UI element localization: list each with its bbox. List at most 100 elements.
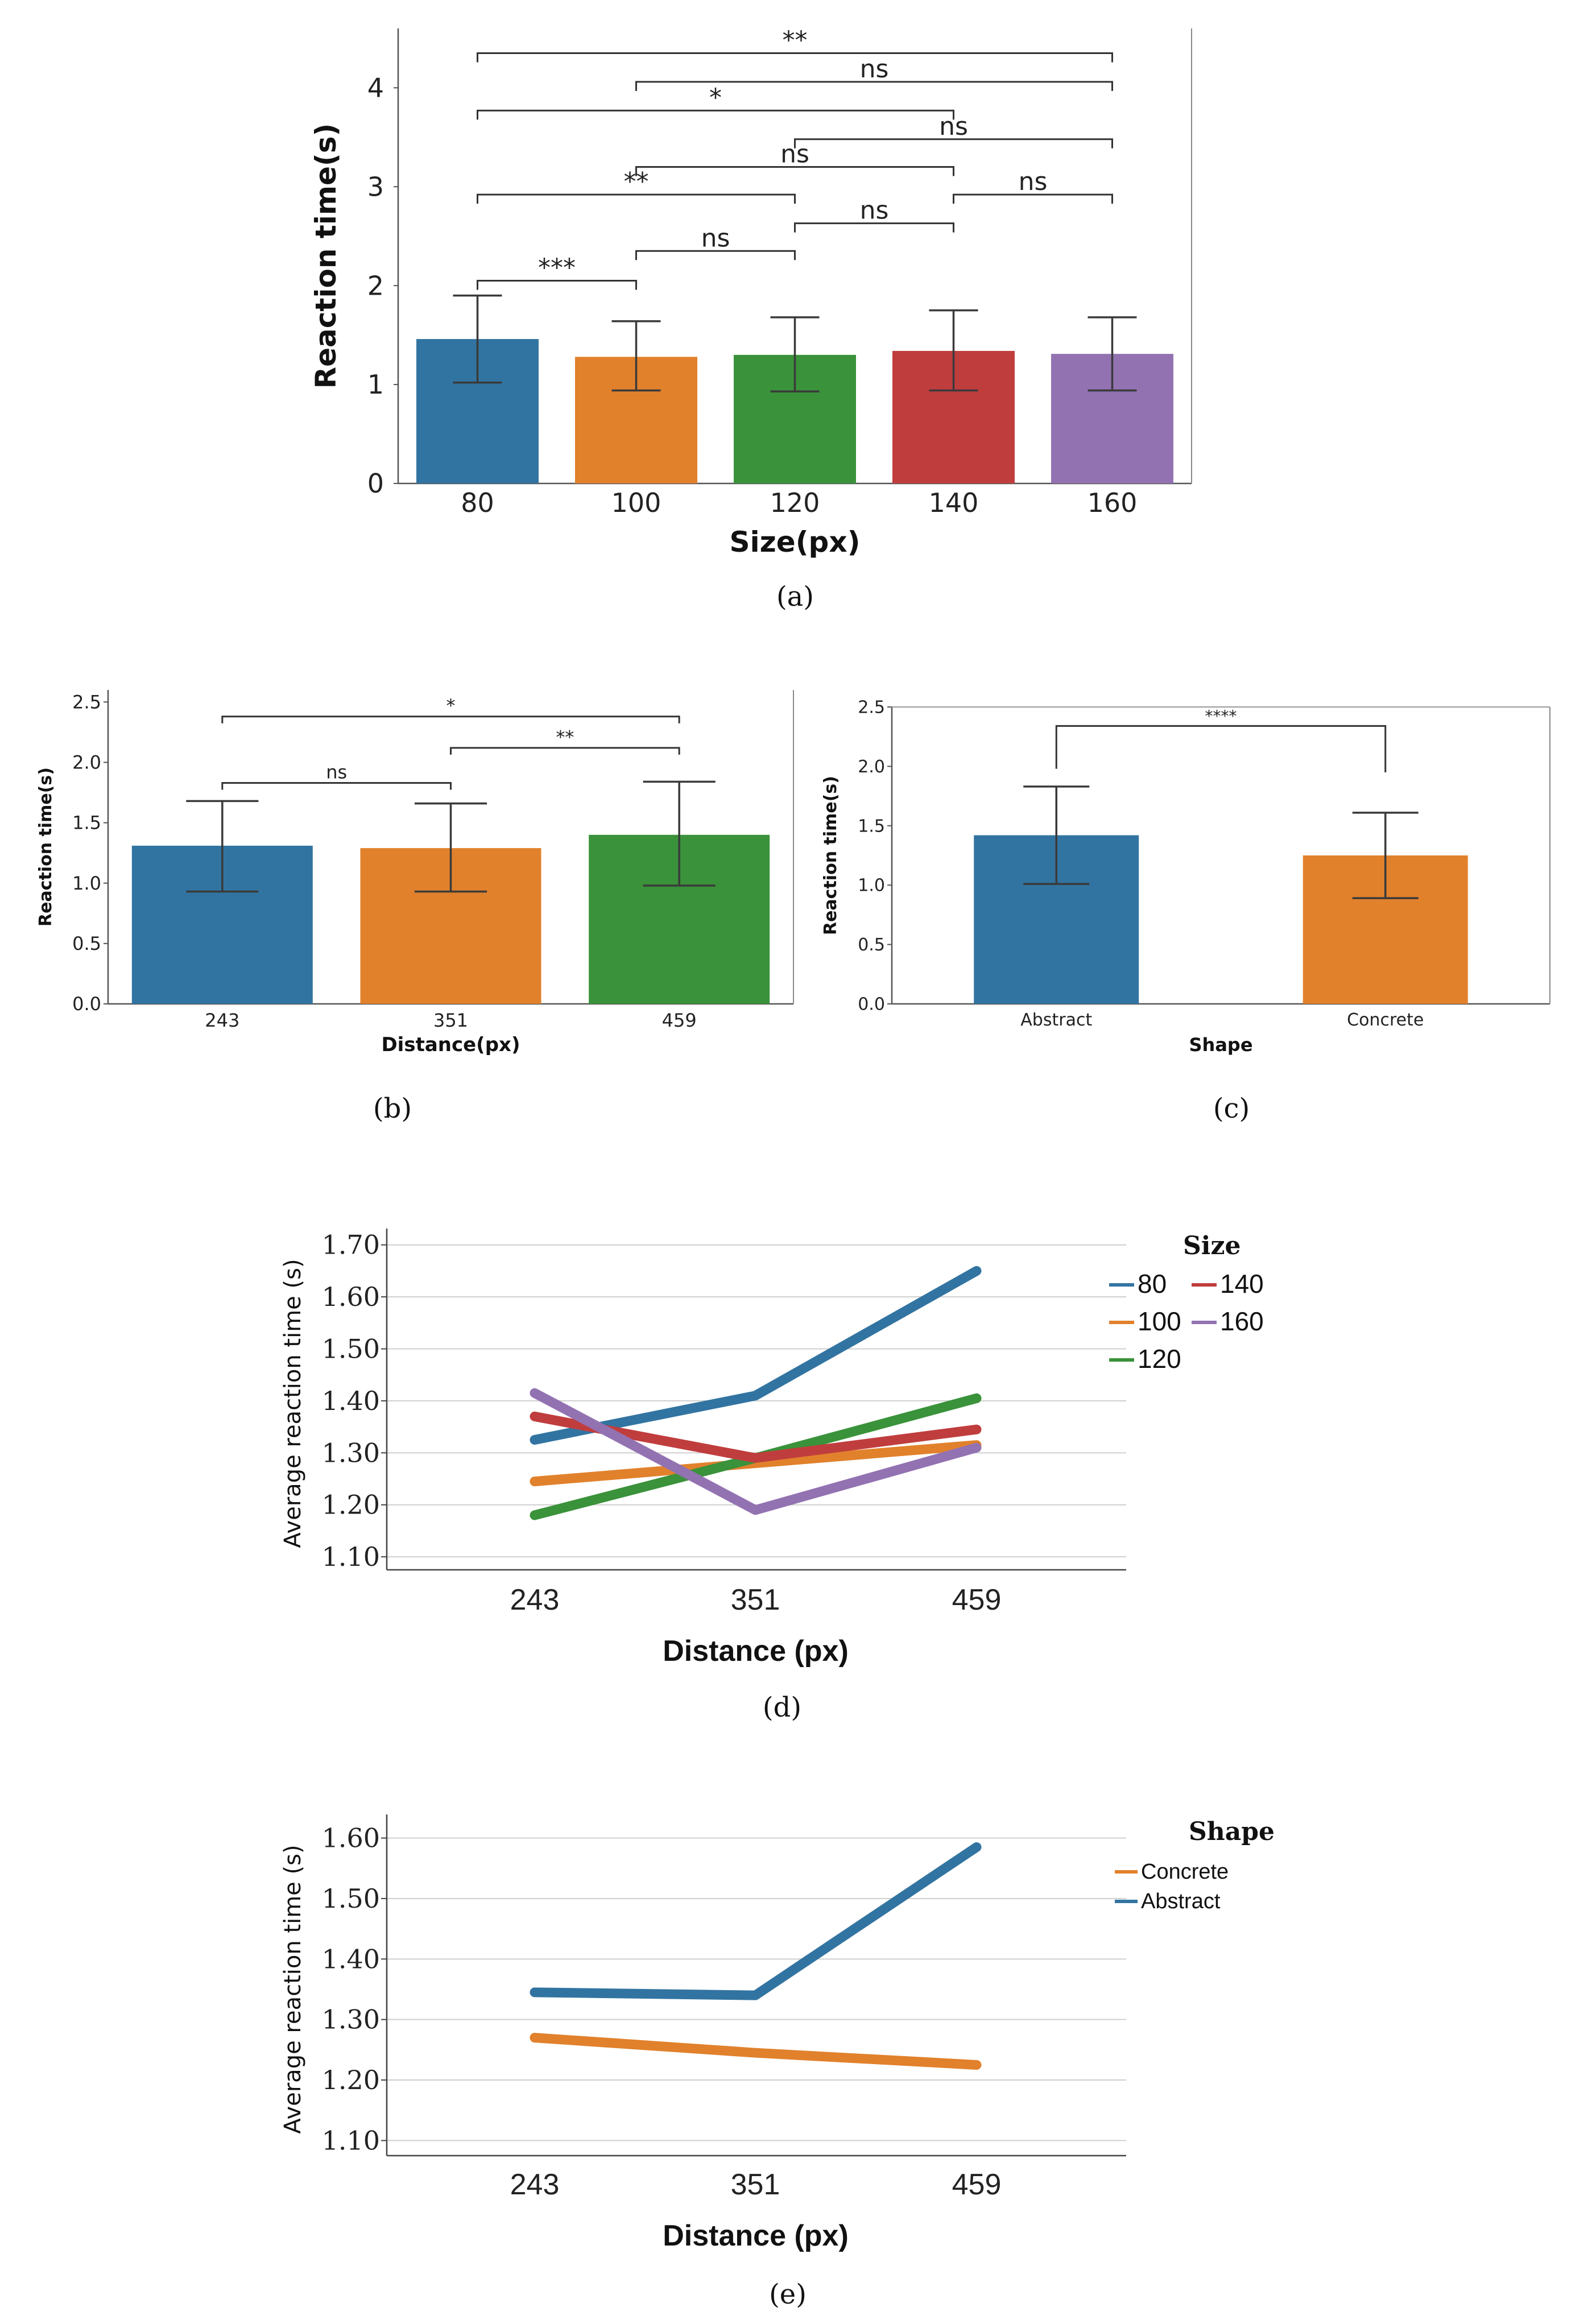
series-line-160 <box>530 1388 982 1515</box>
y-tick-label: 0.0 <box>858 995 885 1015</box>
significance-bracket <box>450 747 680 755</box>
x-tick-label: Abstract <box>1020 1010 1092 1030</box>
significance-label: * <box>446 695 456 717</box>
x-tick-label: 80 <box>461 487 494 518</box>
x-tick-label: 243 <box>510 1583 560 1616</box>
series-line-Abstract <box>530 1842 982 2000</box>
y-tick-label: 1.60 <box>322 1281 380 1312</box>
x-tick-label: 160 <box>1087 487 1138 518</box>
x-axis-label: Distance (px) <box>663 2219 849 2252</box>
y-axis-label: Reaction time(s) <box>36 767 56 927</box>
y-tick-label: 1.30 <box>322 2004 380 2035</box>
x-axis-label: Distance (px) <box>663 1635 849 1668</box>
y-tick-label: 1.60 <box>322 1823 380 1854</box>
significance-label: **** <box>1205 706 1237 725</box>
x-tick-label: 459 <box>952 1583 1002 1616</box>
legend-item: 100 <box>1138 1306 1181 1336</box>
y-tick-label: 1 <box>367 369 384 400</box>
x-tick-label: Concrete <box>1347 1010 1424 1030</box>
significance-label: ns <box>860 196 889 225</box>
series-line-80 <box>530 1266 982 1445</box>
panel-label: (b) <box>373 1093 412 1124</box>
y-tick-label: 1.70 <box>322 1230 380 1260</box>
y-tick-label: 1.30 <box>322 1437 380 1468</box>
x-axis-label: Shape <box>1189 1034 1252 1056</box>
y-tick-label: 0.0 <box>72 993 101 1015</box>
significance-bracket <box>477 279 637 290</box>
y-tick-label: 1.10 <box>322 1541 380 1572</box>
chart-c: 0.0 0.5 1.0 1.5 2.0 2.5 Abstract Concrete **** Sh… <box>821 698 1550 1124</box>
significance-bracket <box>635 81 1113 91</box>
legend: Size 80 100 120 140 160 <box>1109 1231 1264 1374</box>
significance-bracket <box>477 52 1113 63</box>
legend: Shape Concrete Abstract <box>1115 1817 1275 1913</box>
y-tick-label: 2 <box>367 270 384 301</box>
y-tick-label: 1.0 <box>72 872 101 894</box>
y-tick-label: 1.40 <box>322 1386 380 1416</box>
y-tick-label: 1.50 <box>322 1334 380 1364</box>
x-tick-label: 140 <box>929 487 979 518</box>
y-tick-label: 2.0 <box>858 757 885 777</box>
chart-d: 1.10 1.20 1.30 1.40 1.50 1.60 1.70 243 351 459 Dis… <box>280 1229 1264 1723</box>
legend-item: 140 <box>1220 1269 1264 1299</box>
y-tick-label: 2.5 <box>858 698 885 718</box>
panel-label: (d) <box>763 1692 801 1723</box>
x-tick-label: 243 <box>510 2168 560 2201</box>
panel-label: (a) <box>776 581 814 613</box>
x-tick-label: 459 <box>662 1010 697 1031</box>
legend-item: Abstract <box>1141 1889 1221 1913</box>
significance-label: ** <box>556 726 574 748</box>
x-axis-label: Size(px) <box>730 526 861 559</box>
significance-bracket <box>221 716 680 723</box>
y-tick-label: 0.5 <box>72 933 101 954</box>
significance-bracket <box>1055 725 1387 772</box>
significance-bracket <box>477 109 954 120</box>
legend-title: Shape <box>1189 1817 1275 1846</box>
x-tick-label: 351 <box>731 2168 780 2201</box>
panel-label: (c) <box>1213 1093 1250 1124</box>
x-tick-label: 351 <box>731 1583 780 1616</box>
y-tick-label: 1.10 <box>322 2125 380 2156</box>
x-tick-label: 351 <box>433 1010 468 1031</box>
y-axis-label: Average reaction time (s) <box>280 1259 306 1548</box>
y-tick-label: 4 <box>367 72 384 103</box>
legend-title: Size <box>1183 1231 1240 1260</box>
legend-item: Concrete <box>1141 1860 1229 1884</box>
y-tick-label: 1.20 <box>322 2065 380 2095</box>
significance-bracket <box>794 222 954 233</box>
significance-label: * <box>709 83 722 112</box>
significance-bracket <box>794 138 1113 148</box>
y-tick-label: 3 <box>367 171 384 202</box>
y-tick-label: 1.0 <box>858 876 885 896</box>
y-tick-label: 1.5 <box>858 816 885 836</box>
y-axis-label: Average reaction time (s) <box>280 1845 306 2133</box>
y-tick-label: 0 <box>367 468 384 499</box>
y-tick-label: 1.40 <box>322 1943 380 1974</box>
significance-bracket <box>221 781 452 790</box>
significance-label: ns <box>1019 167 1048 196</box>
y-axis-label: Reaction time(s) <box>309 123 342 389</box>
y-tick-label: 2.5 <box>72 691 101 713</box>
significance-bracket <box>635 166 954 176</box>
y-tick-label: 2.0 <box>72 752 101 774</box>
x-axis-label: Distance(px) <box>381 1033 520 1056</box>
panel-label: (e) <box>769 2278 807 2310</box>
y-tick-label: 1.20 <box>322 1490 380 1520</box>
significance-bracket <box>635 250 796 260</box>
legend-item: 80 <box>1138 1269 1167 1299</box>
significance-label: ns <box>701 224 730 253</box>
significance-bracket <box>953 193 1113 204</box>
y-axis-label: Reaction time(s) <box>821 776 841 935</box>
x-tick-label: 243 <box>205 1010 239 1031</box>
series-line-100 <box>530 1440 982 1487</box>
x-tick-label: 120 <box>770 487 820 518</box>
significance-label: ns <box>860 55 889 84</box>
significance-label: ** <box>783 26 808 55</box>
chart-e: 1.10 1.20 1.30 1.40 1.50 1.60 243 351 459 Distanc… <box>280 1814 1275 2310</box>
significance-bracket <box>477 193 796 204</box>
x-tick-label: 459 <box>952 2168 1002 2201</box>
y-tick-label: 1.5 <box>72 812 101 834</box>
